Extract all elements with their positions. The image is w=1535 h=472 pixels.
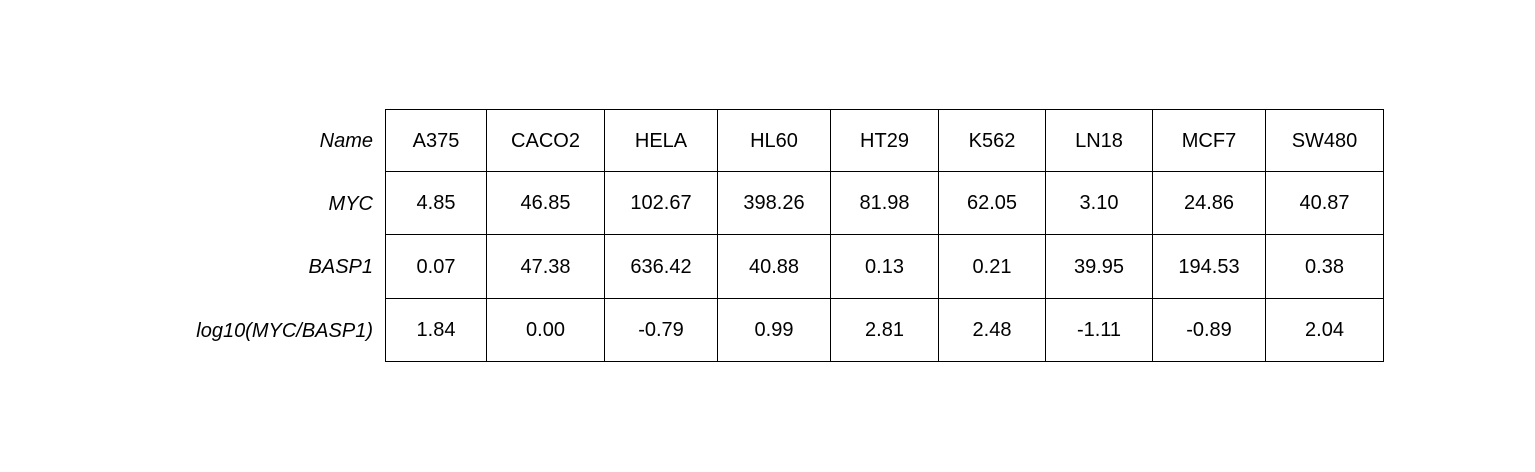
- column-header-cell: LN18: [1045, 109, 1153, 172]
- column-header-cell: HT29: [830, 109, 939, 172]
- row-label: log10(MYC/BASP1): [196, 319, 373, 342]
- table-cell: 0.99: [717, 298, 831, 362]
- table-cell: 2.04: [1265, 298, 1384, 362]
- table-cell: 40.88: [717, 234, 831, 299]
- column-header-cell: K562: [938, 109, 1046, 172]
- table-cell: -0.89: [1152, 298, 1266, 362]
- table-cell: 398.26: [717, 171, 831, 235]
- table-cell: 636.42: [604, 234, 718, 299]
- table-cell: 0.07: [385, 234, 487, 299]
- table-cell: 102.67: [604, 171, 718, 235]
- table-cell: 4.85: [385, 171, 487, 235]
- table-cell: 81.98: [830, 171, 939, 235]
- table-cell: 2.81: [830, 298, 939, 362]
- table-cell: 40.87: [1265, 171, 1384, 235]
- column-header-cell: MCF7: [1152, 109, 1266, 172]
- column-header-cell: A375: [385, 109, 487, 172]
- table-cell: 47.38: [486, 234, 605, 299]
- table-cell: 0.21: [938, 234, 1046, 299]
- table-cell: 62.05: [938, 171, 1046, 235]
- table-cell: 0.13: [830, 234, 939, 299]
- column-header-cell: SW480: [1265, 109, 1384, 172]
- table-grid: A375 CACO2 HELA HL60 HT29 K562 LN18 MCF7 SW480 4.…: [385, 109, 1384, 362]
- row-label: Name: [319, 129, 373, 152]
- table-cell: 0.38: [1265, 234, 1384, 299]
- table-cell: 2.48: [938, 298, 1046, 362]
- table-cell: 194.53: [1152, 234, 1266, 299]
- table-cell: -1.11: [1045, 298, 1153, 362]
- row-label: BASP1: [308, 256, 373, 278]
- table-cell: 0.00: [486, 298, 605, 362]
- table-cell: 3.10: [1045, 171, 1153, 235]
- column-header-cell: HELA: [604, 109, 718, 172]
- table-cell: 24.86: [1152, 171, 1266, 235]
- table-cell: 39.95: [1045, 234, 1153, 299]
- column-header-cell: CACO2: [486, 109, 605, 172]
- column-header-cell: HL60: [717, 109, 831, 172]
- table-cell: 46.85: [486, 171, 605, 235]
- row-label: MYC: [328, 192, 373, 215]
- table-cell: -0.79: [604, 298, 718, 362]
- table-cell: 1.84: [385, 298, 487, 362]
